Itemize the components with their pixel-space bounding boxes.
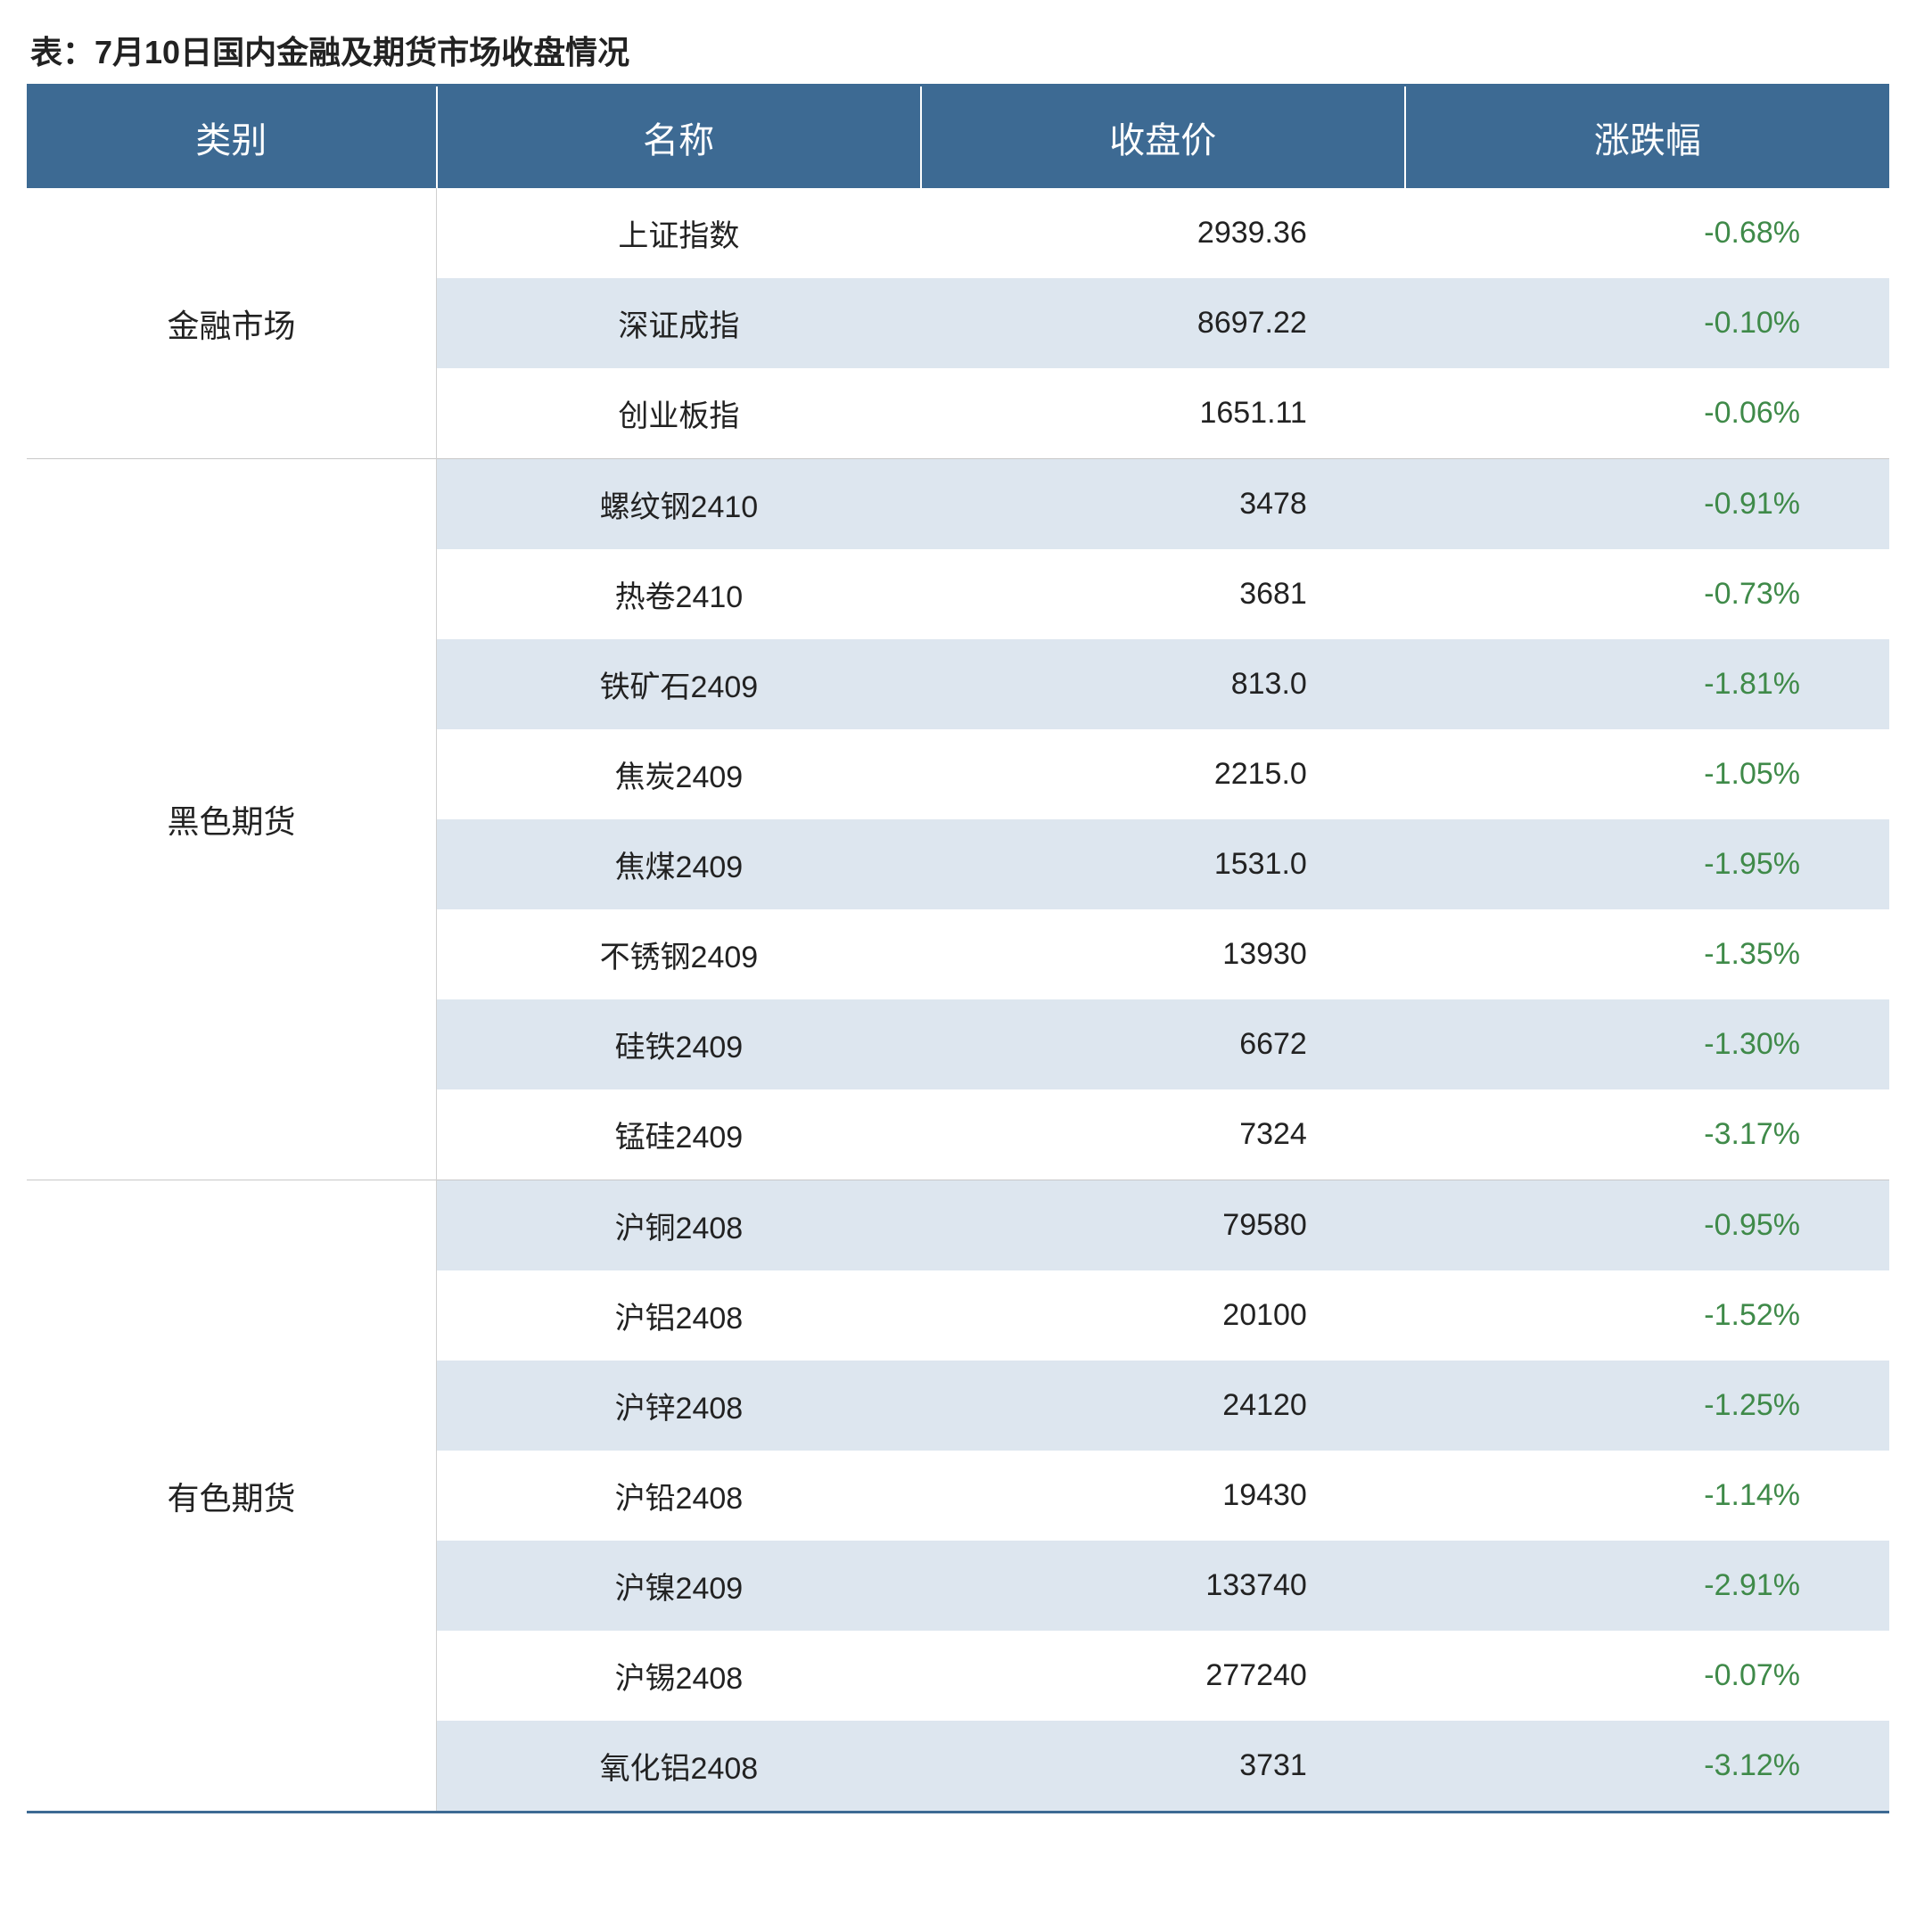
change-cell: -3.12% — [1405, 1721, 1889, 1813]
price-cell: 1531.0 — [921, 819, 1405, 909]
col-header-category: 类别 — [27, 86, 437, 189]
price-cell: 277240 — [921, 1631, 1405, 1721]
price-cell: 3478 — [921, 459, 1405, 550]
price-cell: 8697.22 — [921, 278, 1405, 368]
name-cell: 焦煤2409 — [437, 819, 921, 909]
col-header-name: 名称 — [437, 86, 921, 189]
price-cell: 813.0 — [921, 639, 1405, 729]
change-cell: -0.68% — [1405, 188, 1889, 278]
price-cell: 20100 — [921, 1270, 1405, 1361]
name-cell: 锰硅2409 — [437, 1089, 921, 1180]
table-title: 表：7月10日国内金融及期货市场收盘情况 — [27, 27, 1889, 73]
price-cell: 6672 — [921, 999, 1405, 1089]
name-cell: 上证指数 — [437, 188, 921, 278]
change-cell: -2.91% — [1405, 1541, 1889, 1631]
name-cell: 创业板指 — [437, 368, 921, 459]
name-cell: 沪铜2408 — [437, 1180, 921, 1271]
change-cell: -1.95% — [1405, 819, 1889, 909]
market-table: 类别 名称 收盘价 涨跌幅 金融市场上证指数2939.36-0.68%深证成指8… — [27, 84, 1889, 1813]
category-cell: 黑色期货 — [27, 459, 437, 1180]
price-cell: 2215.0 — [921, 729, 1405, 819]
table-header-row: 类别 名称 收盘价 涨跌幅 — [27, 86, 1889, 189]
change-cell: -3.17% — [1405, 1089, 1889, 1180]
name-cell: 硅铁2409 — [437, 999, 921, 1089]
change-cell: -1.81% — [1405, 639, 1889, 729]
price-cell: 3681 — [921, 549, 1405, 639]
name-cell: 沪铝2408 — [437, 1270, 921, 1361]
name-cell: 深证成指 — [437, 278, 921, 368]
name-cell: 铁矿石2409 — [437, 639, 921, 729]
price-cell: 2939.36 — [921, 188, 1405, 278]
name-cell: 焦炭2409 — [437, 729, 921, 819]
change-cell: -0.07% — [1405, 1631, 1889, 1721]
change-cell: -1.14% — [1405, 1451, 1889, 1541]
name-cell: 沪铅2408 — [437, 1451, 921, 1541]
price-cell: 24120 — [921, 1361, 1405, 1451]
price-cell: 1651.11 — [921, 368, 1405, 459]
change-cell: -0.73% — [1405, 549, 1889, 639]
name-cell: 沪锡2408 — [437, 1631, 921, 1721]
price-cell: 19430 — [921, 1451, 1405, 1541]
change-cell: -1.35% — [1405, 909, 1889, 999]
name-cell: 不锈钢2409 — [437, 909, 921, 999]
price-cell: 79580 — [921, 1180, 1405, 1271]
change-cell: -0.06% — [1405, 368, 1889, 459]
table-row: 有色期货沪铜240879580-0.95% — [27, 1180, 1889, 1271]
change-cell: -0.91% — [1405, 459, 1889, 550]
change-cell: -1.30% — [1405, 999, 1889, 1089]
name-cell: 沪镍2409 — [437, 1541, 921, 1631]
col-header-price: 收盘价 — [921, 86, 1405, 189]
name-cell: 沪锌2408 — [437, 1361, 921, 1451]
change-cell: -1.52% — [1405, 1270, 1889, 1361]
table-body: 金融市场上证指数2939.36-0.68%深证成指8697.22-0.10%创业… — [27, 188, 1889, 1813]
category-cell: 有色期货 — [27, 1180, 437, 1813]
change-cell: -1.05% — [1405, 729, 1889, 819]
change-cell: -1.25% — [1405, 1361, 1889, 1451]
name-cell: 螺纹钢2410 — [437, 459, 921, 550]
change-cell: -0.10% — [1405, 278, 1889, 368]
change-cell: -0.95% — [1405, 1180, 1889, 1271]
col-header-change: 涨跌幅 — [1405, 86, 1889, 189]
name-cell: 热卷2410 — [437, 549, 921, 639]
price-cell: 13930 — [921, 909, 1405, 999]
table-row: 黑色期货螺纹钢24103478-0.91% — [27, 459, 1889, 550]
price-cell: 133740 — [921, 1541, 1405, 1631]
name-cell: 氧化铝2408 — [437, 1721, 921, 1813]
category-cell: 金融市场 — [27, 188, 437, 459]
table-row: 金融市场上证指数2939.36-0.68% — [27, 188, 1889, 278]
price-cell: 7324 — [921, 1089, 1405, 1180]
price-cell: 3731 — [921, 1721, 1405, 1813]
